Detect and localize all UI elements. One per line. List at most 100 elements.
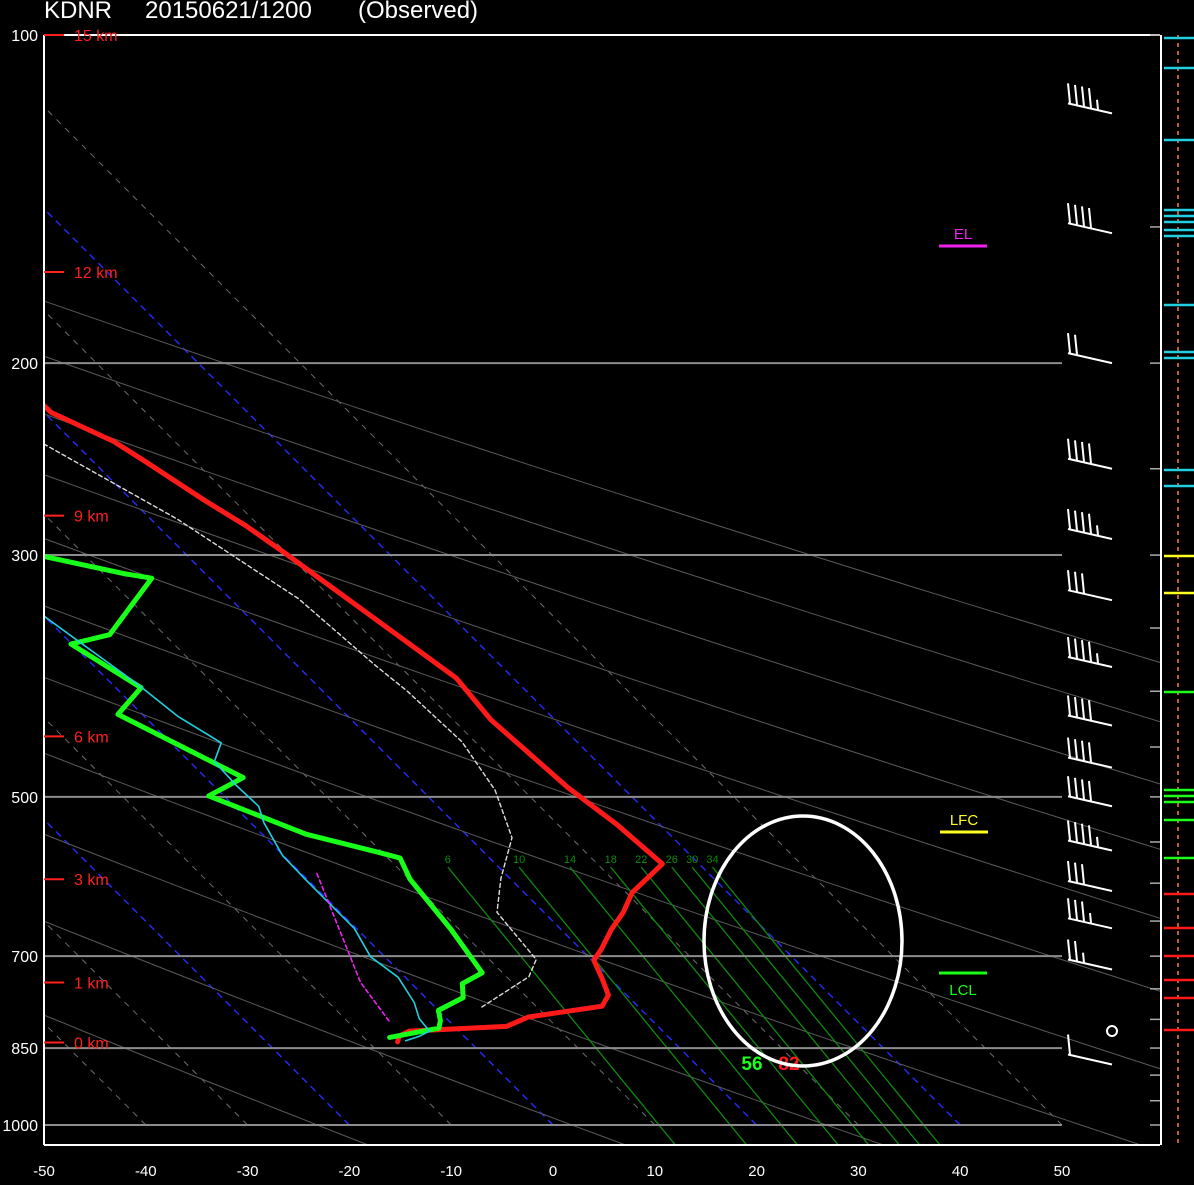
wind-barb-icon [1067,203,1113,235]
wind-barb-icon [1067,83,1113,115]
wind-barb-flag [1067,570,1071,591]
wetbulb-line [44,615,431,1042]
wind-barb-flag [1067,860,1071,882]
wind-barb-shaft [1067,756,1113,769]
mixing-ratio-label: 10 [513,854,525,866]
pressure-tick-label: 300 [11,548,38,565]
wind-barb-shaft [1067,795,1113,808]
wind-barb-shaft [1067,352,1113,365]
wind-barb-flag [1088,207,1092,229]
wind-barb-flag [1081,206,1085,227]
isotherm-line [44,615,554,1126]
mixing-ratio-line [610,866,840,1145]
mixing-ratio-line [569,866,799,1145]
wind-barb-shaft [1067,958,1113,971]
wind-barb-shaft [1067,589,1113,602]
pressure-tick-label: 200 [11,356,38,373]
wind-barb-flag [1074,940,1078,962]
dry-adiabat-line [44,833,885,1145]
wind-barb-flag [1088,443,1092,464]
wind-barb-flag [1088,742,1092,763]
dry-adiabat-line [44,474,1162,851]
wind-barb-flag [1081,740,1085,761]
wind-barb-half [1096,836,1099,847]
wind-barb-flag [1067,939,1071,960]
dewpoint-line [44,553,485,1040]
wind-barb-shaft [1067,917,1113,930]
pressure-tick-label: 100 [11,28,38,45]
header-status: (Observed) [358,0,478,24]
wind-barb-flag [1081,512,1085,533]
wind-barb-flag [1088,641,1092,662]
dry-adiabat-line [44,355,1162,723]
dry-adiabat-line [44,537,1162,920]
temperature-line [44,402,665,1045]
temperature-tick-label: 20 [748,1163,765,1180]
mixing-ratio-line [671,866,901,1145]
wind-barb-shaft [1067,839,1113,852]
dry-adiabat-line [44,605,1162,993]
wind-barb-flag [1067,508,1071,530]
calm-wind-icon [1106,1025,1118,1038]
lcl-label: LCL [949,982,977,999]
wind-barb-flag [1081,779,1085,800]
wind-barb-flag [1074,862,1078,883]
mixing-ratio-line [447,866,677,1145]
wind-barb-flag [1081,901,1085,922]
wind-barb-flag [1088,700,1092,721]
wind-barb-flag [1081,86,1085,107]
wind-barb-flag [1067,333,1071,354]
wind-barb-shaft [1067,528,1113,540]
wind-barb-flag [1067,737,1071,758]
wind-barb-flag [1081,698,1085,719]
wind-barb-flag [1074,334,1078,355]
wind-barb-icon [1067,508,1113,540]
annotation-circle [702,814,904,1068]
mixing-ratio-label: 26 [666,854,678,866]
header-datetime: 20150621/1200 [145,0,312,24]
wind-barb-flag [1081,573,1085,594]
wind-barb-icon [1067,939,1113,971]
mixing-ratio-label: 30 [686,854,698,866]
temperature-tick-label: 40 [952,1163,969,1180]
virtual-parcel-line [316,872,390,1022]
wind-barb-flag [1081,823,1085,844]
wind-barb-flag [1067,203,1071,224]
mixing-ratio-label: 18 [605,854,617,866]
wind-barb-flag [1074,696,1078,718]
isotherm-line [44,717,452,1126]
mixing-ratio-line [691,866,921,1145]
wind-barb-flag [1074,440,1078,461]
mixing-ratio-label: 34 [706,854,718,866]
wind-barb-flag [1074,84,1078,106]
isotherm-line [44,513,656,1126]
wind-barb-icon [1067,636,1113,668]
wind-barb-icon [1067,860,1113,892]
wind-barb-flag [1074,204,1078,225]
mixing-ratio-label: 6 [445,854,451,866]
temperature-tick-label: -50 [33,1163,55,1180]
wind-barb-shaft [1067,222,1113,235]
mixing-ratio-line [712,866,941,1145]
height-label: 0 km [74,1035,109,1052]
wind-barb-icon [1067,1034,1113,1066]
dry-adiabat-line [44,920,628,1145]
wind-barb-half [1082,952,1085,963]
surface-dewpoint-label: 56 [741,1054,762,1075]
wind-barb-shaft [1067,1053,1113,1066]
wind-barb-icon [1067,570,1113,602]
temperature-tick-label: 0 [549,1163,557,1180]
height-label: 12 km [74,265,118,282]
wind-barb-flag [1067,898,1071,919]
wind-barb-shaft [1067,880,1113,892]
mixing-ratio-line [640,866,870,1145]
wind-barb-flag [1081,441,1085,463]
wind-barb-icon [1067,898,1113,930]
wind-barb-icon [1067,333,1113,365]
dry-adiabat-line [44,300,1162,664]
wind-barb-shaft [1067,457,1113,470]
wind-barb-flag [1081,640,1085,661]
wind-barb-flag [1074,510,1078,531]
